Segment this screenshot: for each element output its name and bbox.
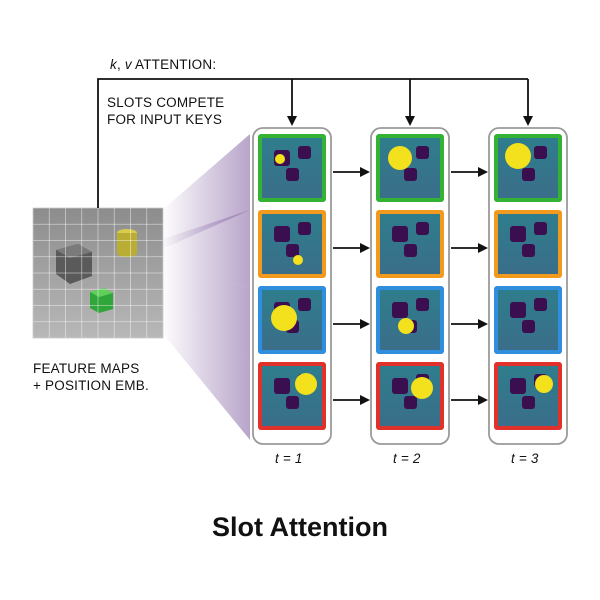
object-mask (510, 226, 526, 242)
time-label-t2: t = 2 (393, 451, 421, 466)
slot-tile (494, 210, 562, 278)
slot-tile (494, 286, 562, 354)
feature-label-line2: + POSITION EMB. (33, 378, 149, 393)
attention-label: k, v ATTENTION: (110, 56, 216, 73)
time-label-t3: t = 3 (511, 451, 539, 466)
beam-slot-1 (160, 134, 250, 250)
attention-label-rest: ATTENTION: (131, 57, 217, 72)
beam-slot-4 (160, 285, 250, 440)
object-mask (404, 168, 417, 181)
iteration-arrows (333, 167, 488, 405)
slot-tile (258, 210, 326, 278)
object-mask (298, 146, 311, 159)
object-mask (286, 396, 299, 409)
object-mask (522, 168, 535, 181)
attention-highlight (388, 146, 412, 170)
feature-map-image (32, 207, 164, 339)
compete-label-line2: FOR INPUT KEYS (107, 112, 223, 127)
object-mask (522, 320, 535, 333)
slot-tile (258, 362, 326, 430)
object-mask (298, 222, 311, 235)
object-mask (392, 378, 408, 394)
object-mask (404, 244, 417, 257)
attention-highlight (293, 255, 303, 265)
figure-title: Slot Attention (212, 512, 388, 542)
object-mask (416, 222, 429, 235)
object-mask (392, 226, 408, 242)
attention-highlight (275, 154, 285, 164)
slot-mask-tiles (258, 134, 562, 430)
object-mask (534, 298, 547, 311)
object-mask (298, 298, 311, 311)
attention-beams (160, 134, 250, 440)
slot-tile (376, 134, 444, 202)
slot-tile (258, 134, 326, 202)
object-mask (392, 302, 408, 318)
object-mask (510, 302, 526, 318)
object-mask (534, 222, 547, 235)
object-mask (534, 146, 547, 159)
object-mask (416, 298, 429, 311)
slot-tile (258, 286, 326, 354)
attention-highlight (505, 143, 531, 169)
attention-highlight (295, 373, 317, 395)
feature-label-line1: FEATURE MAPS (33, 361, 140, 376)
compete-label-line1: SLOTS COMPETE (107, 95, 225, 110)
object-mask (404, 396, 417, 409)
attention-highlight (271, 305, 297, 331)
attention-label-sep: , (116, 57, 125, 72)
object-mask (274, 378, 290, 394)
object-mask (522, 396, 535, 409)
attention-connector (97, 78, 533, 208)
attention-label-v: v (124, 57, 132, 72)
object-mask (286, 244, 299, 257)
slot-tile (494, 362, 562, 430)
attention-label-k: k (110, 57, 117, 72)
attention-highlight (535, 375, 553, 393)
beam-slot-3 (160, 262, 250, 364)
attention-highlight (411, 377, 433, 399)
slot-tile (376, 286, 444, 354)
object-mask (274, 226, 290, 242)
slot-tile (376, 210, 444, 278)
position-grid (33, 208, 163, 338)
slot-tile (376, 362, 444, 430)
attention-main-line (97, 78, 528, 208)
slot-tile (494, 134, 562, 202)
object-mask (416, 146, 429, 159)
object-mask (286, 168, 299, 181)
attention-highlight (398, 318, 414, 334)
object-mask (522, 244, 535, 257)
object-mask (510, 378, 526, 394)
time-label-t1: t = 1 (275, 451, 303, 466)
